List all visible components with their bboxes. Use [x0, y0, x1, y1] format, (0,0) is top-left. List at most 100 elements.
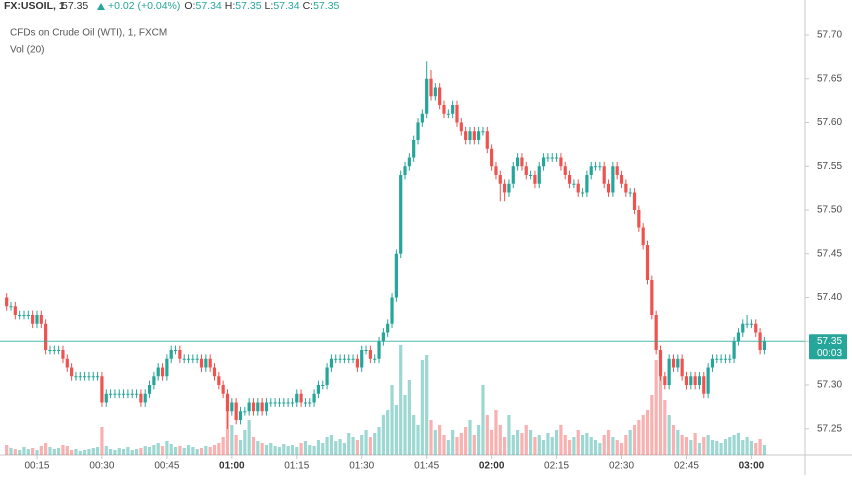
candle-body	[308, 402, 312, 404]
candle-body	[598, 166, 602, 168]
candle-body	[619, 175, 624, 184]
candle-body	[516, 157, 520, 167]
volume-bar	[351, 437, 355, 455]
header: FX:USOIL, 1 57.35 +0.02 (+0.04%)	[4, 0, 180, 12]
ohlc-key: L:	[265, 0, 274, 12]
candle-body	[468, 131, 472, 140]
volume-bar	[689, 440, 693, 455]
candle-body	[602, 166, 606, 184]
candle-body	[191, 358, 195, 360]
candle-body	[715, 358, 719, 360]
volume-bar	[715, 441, 719, 455]
x-tick-label: 00:45	[154, 461, 179, 472]
candle-body	[113, 393, 117, 395]
volume-bar	[199, 448, 204, 455]
volume-bar	[325, 437, 329, 455]
volume-bar	[416, 425, 420, 455]
candle-body	[580, 192, 585, 194]
volume-bar	[537, 435, 541, 455]
volume-bar	[165, 441, 169, 455]
volume-bar	[438, 425, 442, 455]
volume-bar	[680, 435, 684, 455]
candle-body	[671, 358, 676, 368]
volume-bar	[113, 450, 117, 455]
volume-bar	[44, 443, 48, 455]
volume-bar	[533, 437, 537, 455]
candle-body	[546, 157, 550, 159]
candle-body	[139, 393, 143, 403]
volume-bar	[632, 425, 637, 455]
x-tick-label: 03:00	[739, 461, 765, 472]
volume-bar	[671, 425, 676, 455]
candle-body	[420, 113, 424, 123]
candle-body	[221, 385, 225, 394]
volume-bar	[329, 435, 334, 455]
volume-bar	[208, 447, 212, 455]
volume-bar	[169, 444, 173, 455]
x-tick-label: 01:45	[414, 461, 439, 472]
candle-body	[403, 166, 407, 175]
volume-bar	[52, 449, 56, 455]
volume-bar	[559, 425, 563, 455]
candle-body	[9, 306, 13, 308]
candle-body	[589, 166, 593, 175]
candle-body	[455, 105, 459, 123]
volume-bar	[719, 443, 723, 455]
candle-body	[212, 367, 217, 377]
candle-body	[572, 183, 576, 185]
candle-body	[446, 113, 450, 115]
y-tick-label: 57.50	[817, 205, 842, 216]
candle-body	[165, 358, 169, 377]
candle-body	[147, 385, 152, 394]
volume-bar	[5, 445, 9, 455]
candle-body	[741, 323, 745, 333]
candle-body	[641, 227, 645, 245]
up-arrow-icon	[97, 3, 105, 10]
candle-body	[360, 350, 364, 368]
ohlc-key: O:	[184, 0, 195, 12]
candle-body	[624, 183, 628, 193]
candle-body	[373, 358, 377, 360]
volume-bar	[264, 445, 269, 455]
candle-body	[251, 402, 256, 412]
volume-bar	[368, 437, 372, 455]
volume-bar	[399, 345, 403, 455]
volume-bar	[606, 430, 611, 455]
candle-body	[264, 402, 269, 412]
volume-bar	[702, 437, 706, 455]
volume-bar	[156, 443, 160, 455]
y-tick-label: 57.45	[817, 248, 842, 259]
candle-body	[5, 297, 9, 307]
candle-body	[511, 166, 515, 184]
volume-bar	[572, 437, 576, 455]
candle-body	[52, 350, 56, 351]
candle-body	[78, 376, 82, 378]
candle-body	[35, 315, 39, 324]
volume-bar	[26, 449, 30, 455]
volume-label: Vol (20)	[10, 45, 44, 56]
volume-bar	[321, 443, 325, 455]
volume-bar	[173, 447, 178, 455]
volume-bar	[628, 430, 632, 455]
volume-bar	[364, 430, 368, 455]
volume-bar	[390, 385, 394, 455]
candle-body	[299, 393, 303, 403]
candle-body	[355, 358, 359, 368]
volume-bar	[182, 448, 186, 455]
candle-body	[95, 376, 100, 378]
volume-bar	[95, 447, 100, 455]
volume-bar	[611, 437, 615, 455]
volume-bar	[498, 425, 502, 455]
candle-body	[550, 157, 554, 159]
volume-bar	[412, 415, 416, 455]
candle-body	[611, 166, 615, 193]
volume-bar	[641, 415, 645, 455]
volume-bar	[420, 360, 424, 455]
candle-body	[290, 402, 295, 404]
volume-bar	[723, 439, 728, 455]
volume-bar	[299, 443, 303, 455]
volume-bar	[593, 440, 598, 455]
volume-bar	[91, 448, 95, 455]
volume-bar	[9, 448, 13, 455]
